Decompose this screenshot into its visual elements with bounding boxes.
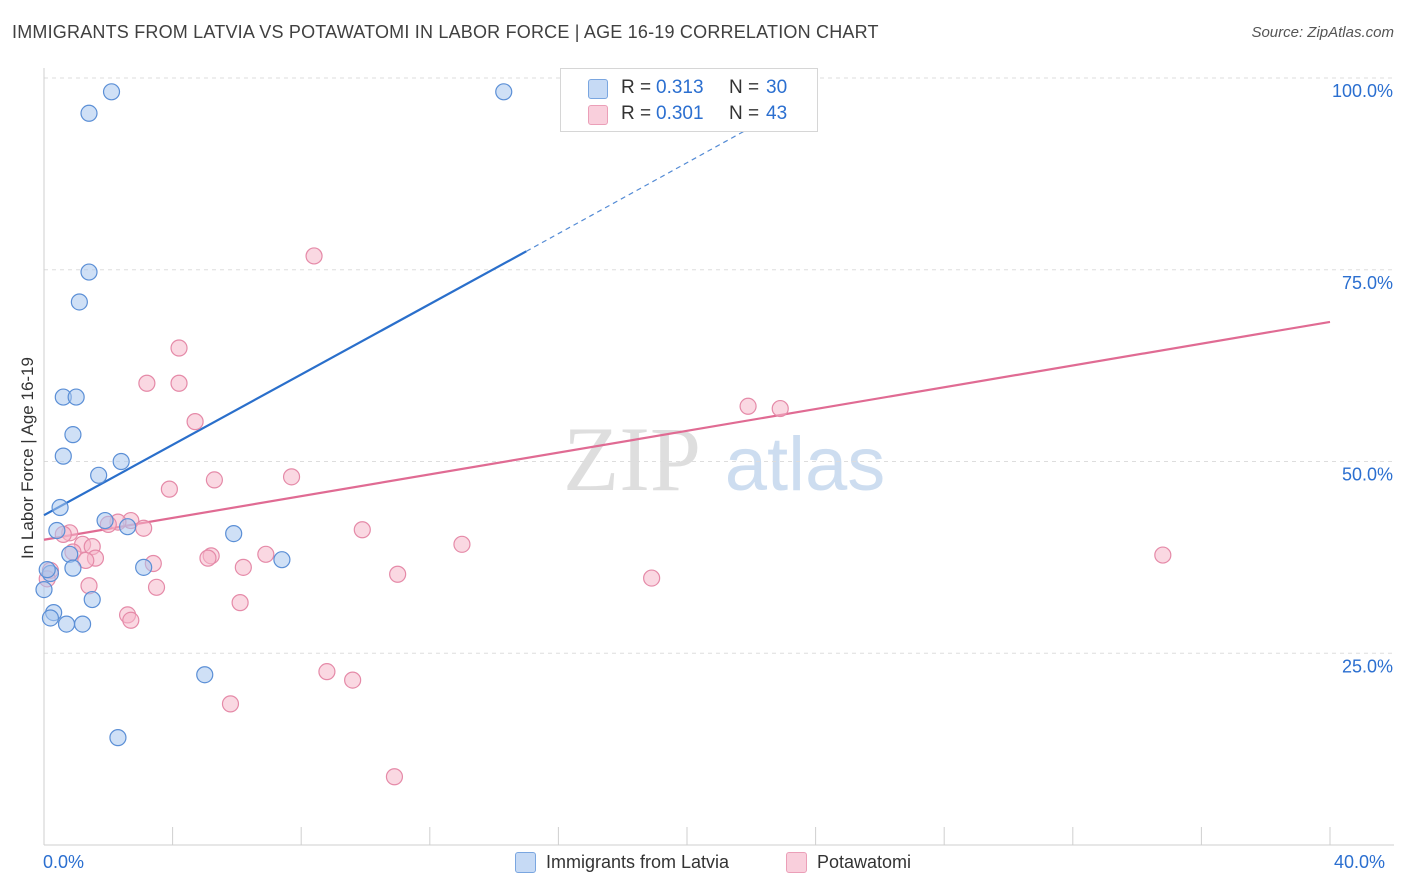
trend-line-potawatomi [43, 320, 1331, 541]
data-point-latvia [135, 558, 153, 576]
data-point-potawatomi [77, 551, 95, 570]
legend-n-value: 43 [766, 103, 788, 124]
bottom-legend-label: Potawatomi [817, 852, 912, 872]
data-point-potawatomi [353, 521, 371, 539]
data-point-potawatomi [170, 374, 188, 392]
data-point-potawatomi [305, 247, 323, 265]
data-point-latvia [51, 498, 69, 517]
x-tick-label-max: 40.0% [1334, 852, 1386, 872]
data-point-latvia [41, 609, 60, 627]
data-point-potawatomi [122, 611, 140, 629]
data-point-potawatomi [1154, 546, 1172, 564]
legend-r-label: R = [621, 77, 652, 98]
data-point-potawatomi [199, 549, 217, 567]
legend: R = 0.313 N = 30 R = 0.301 N = 43 [560, 68, 818, 132]
data-point-latvia [64, 426, 82, 444]
data-point-potawatomi [138, 374, 156, 392]
data-point-latvia [48, 521, 66, 540]
y-tick-label: 25.0% [1342, 656, 1393, 676]
data-point-potawatomi [344, 671, 362, 689]
chart-title: IMMIGRANTS FROM LATVIA VS POTAWATOMI IN … [12, 22, 879, 42]
legend-r-label: R = [621, 103, 652, 124]
legend-n-value: 30 [766, 77, 788, 98]
bottom-legend: Immigrants from Latvia Potawatomi [0, 852, 1406, 876]
y-tick-label: 50.0% [1342, 465, 1393, 485]
legend-n-label: N = [729, 77, 760, 98]
y-axis-label: In Labor Force | Age 16-19 [18, 357, 37, 559]
bottom-legend-label: Immigrants from Latvia [546, 852, 730, 872]
data-point-potawatomi [282, 468, 301, 486]
data-point-potawatomi [385, 768, 404, 786]
data-point-latvia [64, 559, 82, 577]
legend-swatch-blue [588, 79, 608, 99]
data-point-potawatomi [389, 565, 407, 583]
data-point-potawatomi [318, 663, 336, 681]
data-point-latvia [70, 293, 88, 311]
data-point-latvia [80, 263, 98, 281]
data-point-latvia [102, 83, 121, 101]
data-point-potawatomi [231, 594, 249, 612]
data-point-potawatomi [147, 578, 166, 596]
legend-r-value: 0.313 [656, 77, 704, 98]
data-point-latvia [73, 615, 92, 633]
data-point-latvia [67, 388, 85, 406]
data-point-latvia [96, 511, 114, 530]
data-point-potawatomi [205, 471, 223, 489]
legend-row-latvia: R = 0.313 N = 30 [561, 77, 817, 103]
legend-row-potawatomi: R = 0.301 N = 43 [561, 103, 817, 129]
data-point-latvia [273, 551, 291, 569]
source-label: Source: ZipAtlas.com [1251, 24, 1394, 41]
data-point-latvia [83, 590, 101, 609]
watermark-atlas: atlas [725, 422, 886, 507]
legend-swatch-pink [588, 105, 608, 125]
y-tick-label: 75.0% [1342, 273, 1393, 293]
data-point-latvia [225, 524, 243, 543]
data-point-latvia [57, 615, 76, 633]
bottom-legend-swatch-pink [786, 852, 807, 873]
legend-r-value: 0.301 [656, 103, 704, 124]
data-point-latvia [38, 561, 56, 579]
data-point-potawatomi [135, 519, 153, 537]
y-tick-label: 100.0% [1332, 81, 1393, 101]
data-point-potawatomi [739, 397, 757, 415]
data-point-latvia [112, 452, 130, 471]
trend-line-latvia [43, 250, 527, 517]
data-point-potawatomi [234, 558, 252, 576]
legend-n-label: N = [729, 103, 760, 124]
data-point-latvia [109, 729, 127, 747]
data-point-latvia [80, 104, 98, 122]
data-point-potawatomi [186, 413, 204, 431]
x-tick-label-min: 0.0% [43, 852, 85, 872]
data-point-potawatomi [771, 399, 789, 418]
data-point-potawatomi [257, 545, 275, 563]
bottom-legend-swatch-blue [515, 852, 536, 873]
data-point-potawatomi [160, 480, 178, 498]
data-point-latvia [90, 466, 108, 484]
data-point-potawatomi [221, 695, 240, 713]
watermark-zip: ZIP [563, 408, 701, 510]
data-point-latvia [196, 666, 214, 684]
data-point-potawatomi [453, 535, 471, 553]
data-point-latvia [495, 83, 513, 101]
data-point-potawatomi [170, 339, 188, 357]
data-point-potawatomi [643, 569, 661, 587]
trend-line-latvia-extension [525, 91, 816, 252]
data-point-latvia [35, 580, 53, 599]
data-point-latvia [54, 447, 72, 465]
data-point-latvia [118, 518, 137, 536]
